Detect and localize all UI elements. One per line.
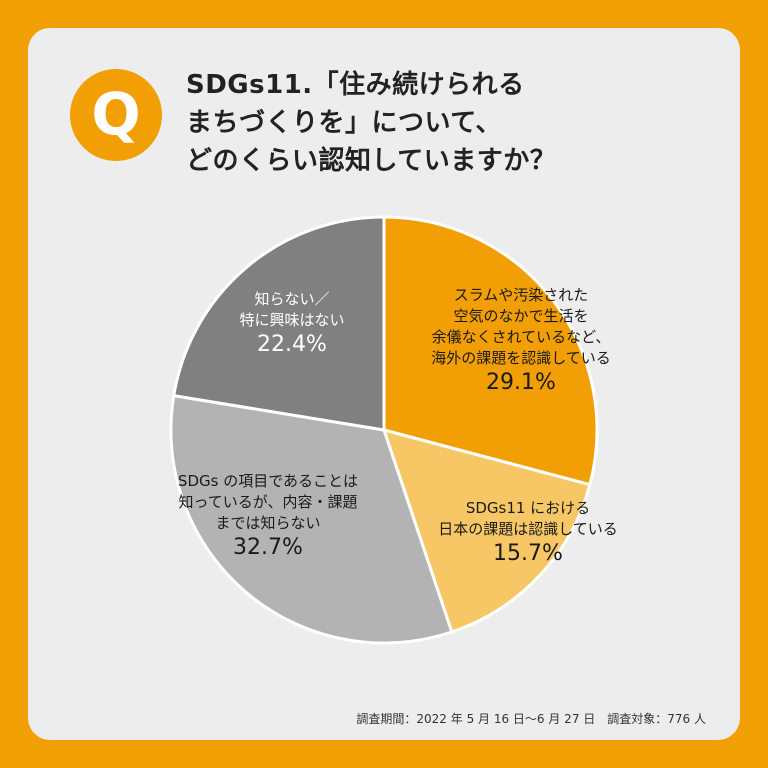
pie-slice-1 (382, 215, 599, 487)
slice-label-1-line-4: 海外の課題を認識している (431, 349, 611, 367)
question-line-3: どのくらい認知していますか？ (186, 146, 557, 176)
slice-label-3: SDGs の項目であることは知っているが、内容・課題までは知らない (178, 472, 358, 532)
pie-slice-3 (169, 394, 454, 645)
question-line-1: SDGs11.「住み続けられる (186, 70, 525, 100)
slice-label-3-line-2: 知っているが、内容・課題 (179, 493, 358, 511)
question-line-2: まちづくりを」について、 (186, 108, 502, 138)
slice-label-2: SDGs11 における日本の課題は認識している (438, 499, 618, 538)
survey-footnote: 調査期間：2022 年 5 月 16 日〜6 月 27 日 調査対象：776 人 (356, 712, 706, 726)
pie-slice-4 (172, 215, 386, 432)
slice-value-4: 22.4% (257, 332, 327, 357)
slice-label-1: スラムや汚染された空気のなかで生活を余儀なくされているなど、海外の課題を認識して… (431, 286, 611, 367)
slice-label-1-line-2: 空気のなかで生活を (453, 307, 588, 325)
slice-value-1: 29.1% (486, 370, 556, 395)
slice-label-1-line-3: 余儀なくされているなど、 (432, 328, 611, 346)
slice-label-1-line-1: スラムや汚染された (454, 286, 589, 304)
slice-label-2-line-2: 日本の課題は認識している (438, 520, 618, 538)
question-title: SDGs11.「住み続けられる まちづくりを」について、 どのくらい認知していま… (186, 66, 556, 180)
slice-label-2-line-1: SDGs11 における (466, 499, 590, 517)
slice-label-4: 知らない／ 特に興味はない (239, 290, 344, 329)
question-badge: Q (70, 69, 162, 161)
slice-value-3: 32.7% (233, 535, 303, 560)
slice-label-4-line-1: 知らない／ (254, 290, 329, 308)
slice-label-3-line-1: SDGs の項目であることは (178, 472, 358, 490)
slice-value-2: 15.7% (493, 541, 563, 566)
question-badge-letter: Q (91, 80, 141, 148)
slice-label-3-line-3: までは知らない (215, 514, 320, 532)
pie-slices (169, 215, 599, 645)
pie-labels: スラムや汚染された空気のなかで生活を余儀なくされているなど、海外の課題を認識して… (178, 286, 618, 566)
slice-label-4-line-2: 特に興味はない (239, 311, 344, 329)
